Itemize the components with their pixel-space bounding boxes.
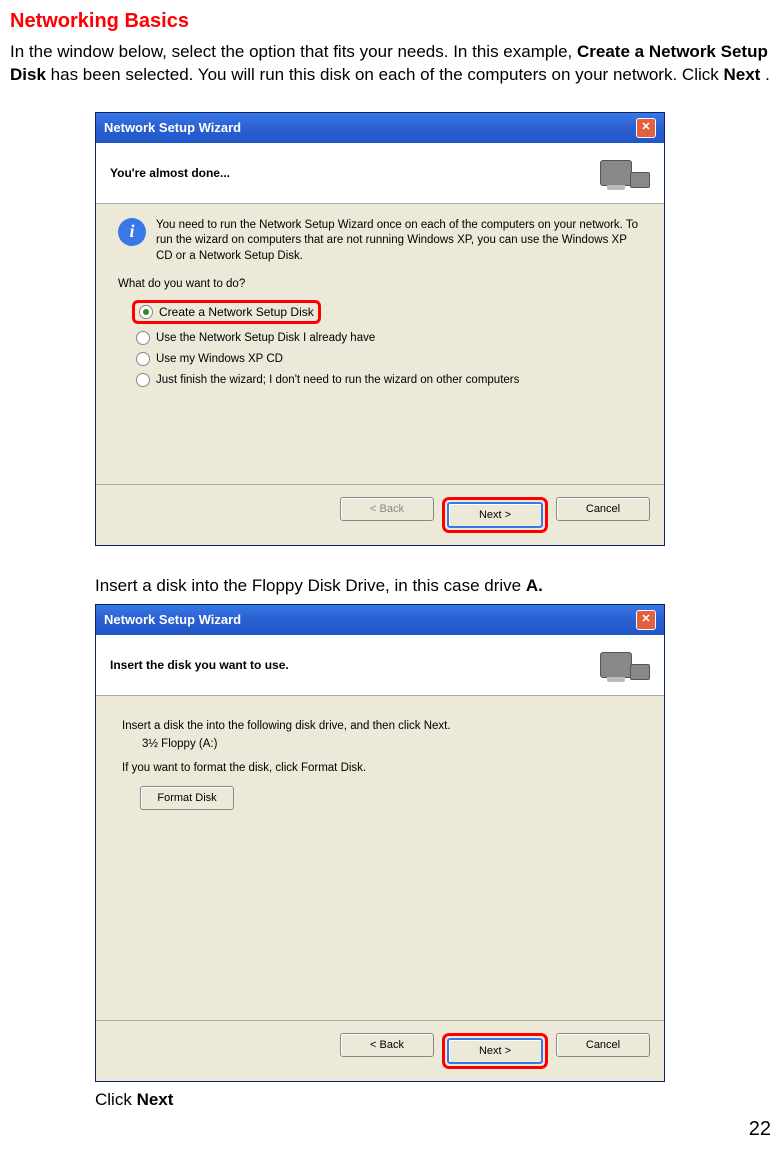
page-number: 22 xyxy=(10,1118,771,1141)
wizard2-header-text: Insert the disk you want to use. xyxy=(110,658,289,672)
wizard1-header-text: You're almost done... xyxy=(110,166,230,180)
click-next-instruction: Click Next xyxy=(95,1090,665,1110)
titlebar-1[interactable]: Network Setup Wizard ✕ xyxy=(96,113,664,143)
network-icon xyxy=(600,160,650,186)
insert-disk-instruction: Insert a disk into the Floppy Disk Drive… xyxy=(95,576,665,596)
intro-paragraph: In the window below, select the option t… xyxy=(10,41,771,87)
back-button-1[interactable]: < Back xyxy=(340,497,434,521)
next-button-2[interactable]: Next > xyxy=(447,1038,543,1064)
radio-create-disk-label: Create a Network Setup Disk xyxy=(159,305,314,319)
info-icon: i xyxy=(118,218,146,246)
wizard2-header-b: the disk you want to use. xyxy=(146,658,289,672)
close-icon[interactable]: ✕ xyxy=(636,118,656,138)
radio-create-disk[interactable] xyxy=(139,305,153,319)
page-heading: Networking Basics xyxy=(10,10,771,33)
radio-just-finish[interactable] xyxy=(136,373,150,387)
radio-use-xp-cd-label: Use my Windows XP CD xyxy=(156,353,283,365)
titlebar-2[interactable]: Network Setup Wizard ✕ xyxy=(96,605,664,635)
intro-text-1: In the window below, select the option t… xyxy=(10,42,577,61)
wizard2-header-a: Insert xyxy=(110,658,146,672)
wizard1-body: i You need to run the Network Setup Wiza… xyxy=(96,204,664,484)
radio-just-finish-label: Just finish the wizard; I don't need to … xyxy=(156,374,519,386)
radio-use-existing-disk[interactable] xyxy=(136,331,150,345)
insert-text-bold-drive: A. xyxy=(526,576,543,595)
wizard-dialog-2: Network Setup Wizard ✕ Insert the disk y… xyxy=(95,604,665,1082)
insert-text-before: Insert a disk into the Floppy Disk Drive… xyxy=(95,576,526,595)
wizard2-drive: 3½ Floppy (A:) xyxy=(142,738,638,750)
wizard1-info-text: You need to run the Network Setup Wizard… xyxy=(156,218,642,265)
wizard2-button-row: < Back Next > Cancel xyxy=(96,1020,664,1081)
radio-use-xp-cd[interactable] xyxy=(136,352,150,366)
next-button-1[interactable]: Next > xyxy=(447,502,543,528)
intro-text-2: has been selected. You will run this dis… xyxy=(51,65,724,84)
back-button-2[interactable]: < Back xyxy=(340,1033,434,1057)
wizard2-header-strip: Insert the disk you want to use. xyxy=(96,635,664,696)
wizard1-header-strip: You're almost done... xyxy=(96,143,664,204)
wizard2-line1: Insert a disk the into the following dis… xyxy=(122,720,638,732)
next-button-2-highlight: Next > xyxy=(442,1033,548,1069)
radio-create-disk-highlight: Create a Network Setup Disk xyxy=(132,300,321,324)
close-icon-2[interactable]: ✕ xyxy=(636,610,656,630)
titlebar-2-text: Network Setup Wizard xyxy=(104,612,241,627)
cancel-button-2[interactable]: Cancel xyxy=(556,1033,650,1057)
titlebar-1-text: Network Setup Wizard xyxy=(104,120,241,135)
format-disk-button[interactable]: Format Disk xyxy=(140,786,234,810)
click-next-bold: Next xyxy=(137,1090,174,1109)
wizard2-line2: If you want to format the disk, click Fo… xyxy=(122,762,638,774)
wizard1-button-row: < Back Next > Cancel xyxy=(96,484,664,545)
cancel-button-1[interactable]: Cancel xyxy=(556,497,650,521)
click-next-before: Click xyxy=(95,1090,137,1109)
next-button-1-highlight: Next > xyxy=(442,497,548,533)
radio-use-existing-disk-label: Use the Network Setup Disk I already hav… xyxy=(156,332,375,344)
wizard1-question: What do you want to do? xyxy=(118,278,642,290)
network-icon-2 xyxy=(600,652,650,678)
wizard-dialog-1: Network Setup Wizard ✕ You're almost don… xyxy=(95,112,665,546)
intro-text-3: . xyxy=(765,65,770,84)
intro-bold-next: Next xyxy=(723,65,760,84)
wizard2-body: Insert a disk the into the following dis… xyxy=(96,696,664,1020)
